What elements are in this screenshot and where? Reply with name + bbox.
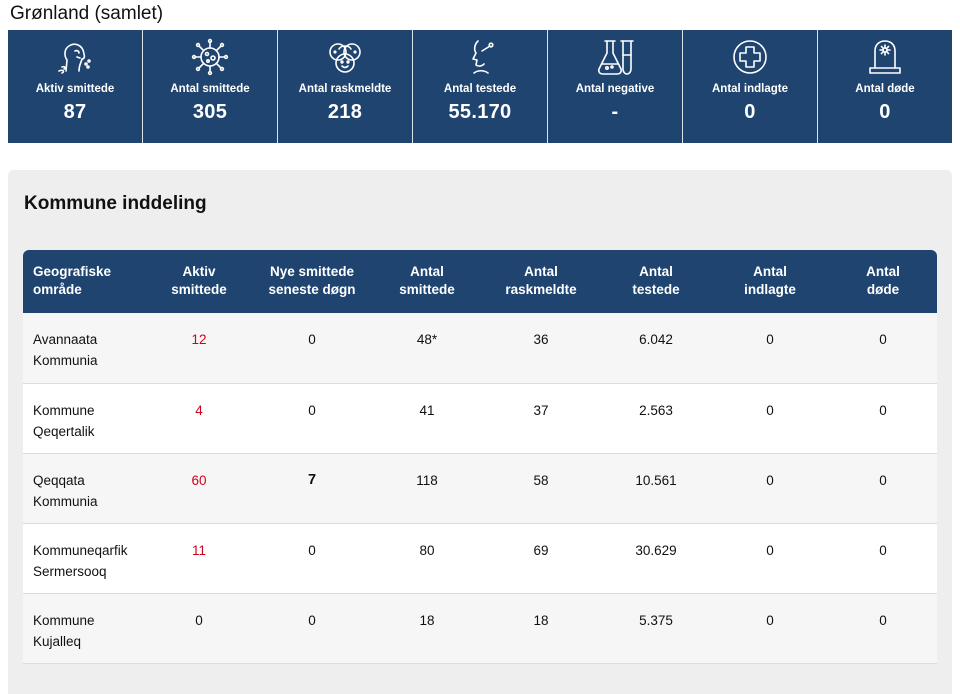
cell-testede: 6.042 (601, 313, 711, 384)
cell-name: Kommune Qeqertalik (23, 383, 147, 454)
cell-smittede: 48* (373, 313, 481, 384)
cell-testede: 10.561 (601, 453, 711, 524)
table-row: Qeqqata Kommunia 60 7 118 58 10.561 0 0 (23, 453, 937, 524)
cell-raskmeldte: 69 (481, 523, 601, 594)
cell-name: Avannaata Kommunia (23, 313, 147, 384)
header-antal-testede[interactable]: Antal testede (601, 250, 711, 313)
stat-value: 305 (192, 101, 228, 123)
cell-raskmeldte: 36 (481, 313, 601, 384)
stat-antal-indlagte: Antal indlagte 0 (683, 30, 818, 143)
stat-label: Aktiv smittede (35, 83, 115, 95)
header-geografiske-omraade[interactable]: Geografiske område (23, 250, 147, 313)
cell-indlagte: 0 (711, 313, 829, 384)
stat-value: - (611, 101, 619, 123)
header-antal-smittede[interactable]: Antal smittede (373, 250, 481, 313)
stat-label: Antal testede (443, 83, 517, 95)
stat-value: 55.170 (448, 101, 512, 123)
stats-bar: Aktiv smittede 87 Antal smittede 305 Ant… (8, 30, 952, 143)
stat-antal-doede: Antal døde 0 (818, 30, 952, 143)
table-row: Kommune Kujalleq 0 0 18 18 5.375 0 0 (23, 593, 937, 664)
stat-antal-smittede: Antal smittede 305 (143, 30, 278, 143)
cell-nye: 0 (251, 313, 373, 384)
medical-cross-icon (733, 40, 767, 74)
table-header-row: Geografiske område Aktiv smittede Nye smit… (23, 250, 937, 313)
cell-raskmeldte: 18 (481, 593, 601, 664)
cell-doede: 0 (829, 453, 937, 524)
throat-swab-icon (472, 40, 494, 74)
cell-aktiv: 60 (147, 453, 251, 524)
stat-label: Antal indlagte (711, 83, 789, 95)
cell-indlagte: 0 (711, 523, 829, 594)
stat-label: Antal negative (575, 83, 655, 95)
cell-nye: 7 (251, 453, 373, 524)
header-antal-indlagte[interactable]: Antal indlagte (711, 250, 829, 313)
stat-label: Antal raskmeldte (298, 83, 392, 95)
cell-testede: 2.563 (601, 383, 711, 454)
cell-doede: 0 (829, 523, 937, 594)
cell-doede: 0 (829, 593, 937, 664)
gravestone-icon (869, 40, 901, 74)
cell-smittede: 80 (373, 523, 481, 594)
header-antal-doede[interactable]: Antal døde (829, 250, 937, 313)
stat-value: 0 (879, 101, 891, 123)
table-row: Kommune Qeqertalik 4 0 41 37 2.563 0 0 (23, 383, 937, 454)
cell-indlagte: 0 (711, 593, 829, 664)
cell-smittede: 18 (373, 593, 481, 664)
cell-smittede: 41 (373, 383, 481, 454)
kommune-table: Geografiske område Aktiv smittede Nye smit… (23, 250, 937, 664)
header-nye-smittede[interactable]: Nye smittede seneste døgn (251, 250, 373, 313)
table-row: Avannaata Kommunia 12 0 48* 36 6.042 0 0 (23, 313, 937, 384)
cell-name: Kommune Kujalleq (23, 593, 147, 664)
stat-antal-negative: Antal negative - (548, 30, 683, 143)
stat-label: Antal smittede (170, 83, 250, 95)
cell-aktiv: 12 (147, 313, 251, 384)
cell-raskmeldte: 37 (481, 383, 601, 454)
cell-indlagte: 0 (711, 453, 829, 524)
cell-aktiv: 4 (147, 383, 251, 454)
cell-nye: 0 (251, 593, 373, 664)
header-antal-raskmeldte[interactable]: Antal raskmeldte (481, 250, 601, 313)
cell-nye: 0 (251, 383, 373, 454)
cell-aktiv: 11 (147, 523, 251, 594)
cell-indlagte: 0 (711, 383, 829, 454)
lab-flask-icon (597, 40, 634, 75)
cell-name: Kommuneqarfik Sermersooq (23, 523, 147, 594)
cell-raskmeldte: 58 (481, 453, 601, 524)
cell-doede: 0 (829, 383, 937, 454)
stat-antal-raskmeldte: Antal raskmeldte 218 (278, 30, 413, 143)
virus-icon (191, 38, 229, 76)
stat-value: 218 (327, 101, 363, 123)
cell-nye: 0 (251, 523, 373, 594)
cell-testede: 30.629 (601, 523, 711, 594)
stat-aktiv-smittede: Aktiv smittede 87 (8, 30, 143, 143)
cell-testede: 5.375 (601, 593, 711, 664)
stat-antal-testede: Antal testede 55.170 (413, 30, 548, 143)
stat-label: Antal døde (855, 83, 915, 95)
cell-smittede: 118 (373, 453, 481, 524)
page-title: Grønland (samlet) (10, 3, 164, 24)
cell-aktiv: 0 (147, 593, 251, 664)
header-aktiv-smittede[interactable]: Aktiv smittede (147, 250, 251, 313)
table-row: Kommuneqarfik Sermersooq 11 0 80 69 30.62… (23, 523, 937, 594)
stat-value: 0 (744, 101, 756, 123)
kommune-table-wrapper: Geografiske område Aktiv smittede Nye smit… (23, 250, 937, 664)
stat-value: 87 (63, 101, 87, 123)
coughing-person-icon (58, 43, 91, 74)
cell-name: Qeqqata Kommunia (23, 453, 147, 524)
group-faces-icon (329, 43, 361, 73)
panel-title: Kommune inddeling (24, 193, 207, 214)
cell-doede: 0 (829, 313, 937, 384)
kommune-panel: Kommune inddeling Geografiske område Akti… (8, 170, 952, 694)
